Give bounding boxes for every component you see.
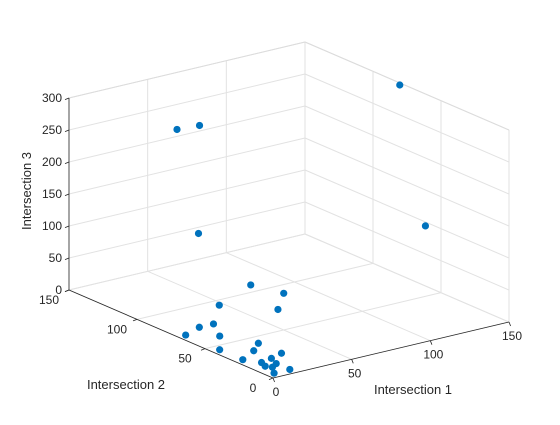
box-top-side: [304, 41, 510, 131]
data-point: [195, 323, 203, 331]
grid-line-z-wall-x: [304, 137, 510, 227]
x-tick-mark: [429, 340, 433, 345]
y-axis-label: Intersection 2: [87, 377, 165, 392]
x-axis-label: Intersection 1: [374, 382, 452, 397]
z-tick-label: 100: [42, 219, 62, 233]
z-tick-label: 150: [42, 187, 62, 201]
grid-line-x-floor: [147, 270, 352, 360]
grid-line-z-wall-x: [304, 105, 510, 195]
y-tick-label: 0: [250, 381, 257, 395]
z-tick-label: 50: [49, 251, 63, 265]
z-tick-mark: [64, 225, 70, 228]
grid-line-z-wall-x: [304, 201, 510, 291]
grid-line-z-wall-y: [68, 233, 306, 291]
data-point: [194, 229, 203, 238]
z-tick-label: 0: [55, 283, 62, 297]
data-point: [247, 281, 255, 289]
axis-edges: [64, 97, 511, 383]
x-tick-label: 150: [502, 329, 522, 343]
data-point: [261, 362, 269, 370]
z-tick-mark: [64, 161, 70, 164]
data-point: [239, 356, 247, 364]
z-tick-mark: [64, 97, 70, 100]
y-axis-line: [68, 289, 274, 379]
grid-line-y-floor: [204, 292, 442, 350]
data-point: [216, 332, 224, 340]
data-point: [173, 125, 181, 134]
grid-line-z-wall-y: [68, 137, 306, 195]
grid-line-y-floor: [136, 262, 374, 320]
z-axis-label: Intersection 3: [19, 152, 34, 230]
data-point: [209, 320, 218, 328]
x-tick-mark: [351, 359, 354, 364]
z-tick-mark: [64, 289, 70, 292]
x-axis-line: [272, 321, 510, 379]
data-points: [173, 81, 430, 377]
data-point: [396, 81, 404, 89]
y-tick-mark: [132, 318, 138, 322]
x-tick-label: 100: [423, 348, 443, 362]
z-tick-label: 200: [42, 155, 62, 169]
data-point: [274, 305, 282, 314]
data-point: [421, 222, 430, 230]
y-tick-label: 150: [39, 293, 59, 307]
grid-line-z-wall-y: [68, 73, 306, 131]
grid-line-z-wall-x: [304, 73, 510, 163]
z-tick-mark: [64, 257, 70, 260]
data-point: [215, 301, 223, 309]
y-tick-label: 100: [107, 322, 127, 336]
grid-line-z-wall-y: [68, 169, 306, 227]
data-point: [195, 121, 204, 130]
floor-pane: [69, 234, 509, 378]
data-point: [267, 354, 275, 362]
grid-line-z-wall-y: [68, 105, 306, 163]
y-tick-mark: [268, 377, 274, 380]
data-point: [280, 289, 288, 297]
grid-line-z-wall-x: [304, 169, 510, 259]
data-point: [277, 349, 286, 357]
x-tick-mark: [508, 321, 511, 327]
y-tick-label: 50: [178, 352, 192, 366]
z-tick-mark: [64, 129, 70, 132]
data-point: [216, 346, 224, 354]
grid-line-z-wall-x: [304, 233, 510, 323]
grid-line-x-floor: [226, 252, 431, 342]
data-point: [270, 369, 278, 377]
z-tick-label: 300: [42, 91, 62, 105]
data-point: [286, 365, 294, 374]
y-tick-mark: [200, 348, 206, 351]
data-point: [268, 363, 277, 371]
data-point: [182, 331, 190, 339]
box-top-back: [68, 41, 306, 99]
x-tick-label: 0: [273, 385, 280, 399]
z-tick-mark: [64, 193, 70, 196]
x-tick-mark: [272, 377, 275, 383]
grid-line-z-wall-y: [68, 201, 306, 259]
z-tick-label: 250: [42, 123, 62, 137]
x-tick-label: 50: [348, 366, 362, 380]
data-point: [250, 347, 258, 355]
data-point: [254, 339, 262, 347]
